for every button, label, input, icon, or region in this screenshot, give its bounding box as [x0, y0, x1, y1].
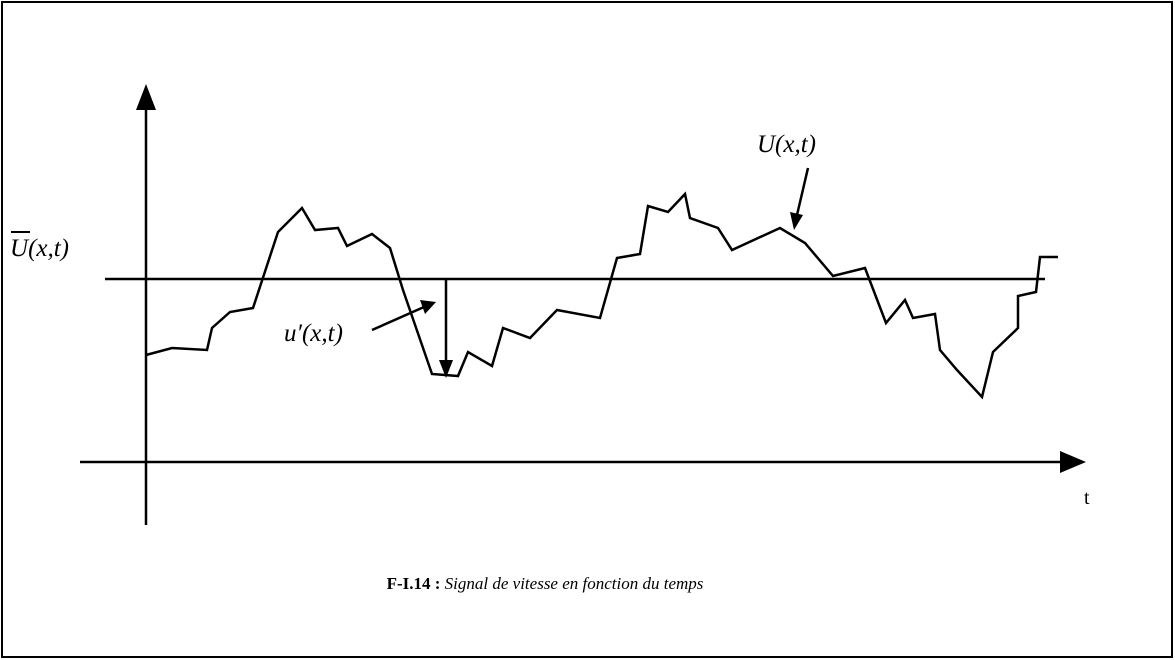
signal-label: U(x,t) [757, 131, 816, 158]
mean-label: U(x,t) [10, 235, 69, 262]
signal-pointer [795, 167, 810, 216]
time-axis-label: t [1084, 487, 1090, 509]
y-axis-arrow [136, 84, 156, 110]
fluctuation-pointer-head [420, 300, 436, 314]
fluctuation-pointer [371, 305, 425, 332]
mean-args: (x,t) [28, 235, 69, 262]
fluctuation-arrowhead [439, 360, 453, 378]
caption: F-I.14 : Signal de vitesse en fonction d… [387, 574, 704, 593]
mean-symbol: U [10, 235, 30, 262]
fluctuation-label: u′(x,t) [284, 320, 343, 347]
x-axis-arrow [1060, 451, 1086, 473]
signal-pointer-head [790, 212, 803, 230]
caption-text: Signal de vitesse en fonction du temps [445, 574, 704, 593]
signal [145, 191, 1058, 400]
caption-number: F-I.14 : [387, 574, 441, 593]
